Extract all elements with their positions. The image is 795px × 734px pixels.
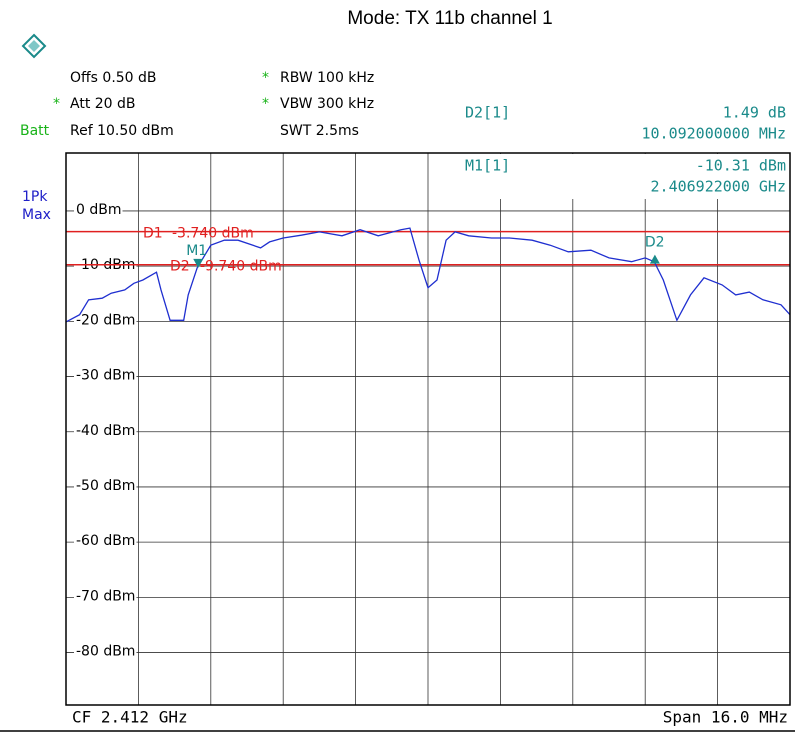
y-tick-label: -60 dBm <box>76 533 135 549</box>
plot-border <box>65 152 791 706</box>
offset: Offs 0.50 dB <box>70 70 157 86</box>
readout-value: -10.31 dBm <box>696 157 786 175</box>
y-tick-bg <box>74 201 123 218</box>
readout-name: M1[1] <box>465 157 510 175</box>
marker-label: M1 <box>186 243 207 259</box>
y-tick-label: 0 dBm <box>76 202 122 218</box>
logo <box>21 33 47 59</box>
readout-value: 1.49 dB <box>723 104 786 122</box>
y-tick-label: -20 dBm <box>76 312 135 328</box>
rbw-flag: * <box>262 70 269 86</box>
display-line-name: D1 <box>143 226 163 242</box>
span: Span 16.0 MHz <box>663 708 788 727</box>
y-tick-label: -30 dBm <box>76 368 135 384</box>
detector: 1Pk <box>22 189 48 205</box>
display-line-label: -9.740 dBm <box>200 259 282 275</box>
detector: Max <box>22 207 51 223</box>
y-tick-label: -50 dBm <box>76 478 135 494</box>
readout-name: D2[1] <box>465 104 510 122</box>
y-tick-label: -70 dBm <box>76 588 135 604</box>
y-tick-label: -80 dBm <box>76 644 135 660</box>
readout-freq: 2.406922000 GHz <box>651 178 786 196</box>
vbw-flag: * <box>262 96 269 112</box>
y-tick-bg <box>74 422 137 439</box>
title: Mode: TX 11b channel 1 <box>347 8 552 29</box>
y-tick-bg <box>74 477 137 494</box>
y-tick-bg <box>74 588 137 605</box>
y-tick-bg <box>74 312 137 329</box>
ref-level: Ref 10.50 dBm <box>70 123 174 139</box>
display-line-label: -3.740 dBm <box>172 226 254 242</box>
marker <box>193 258 204 268</box>
vbw: VBW 300 kHz <box>280 96 374 112</box>
readout-freq: 10.092000000 MHz <box>642 125 787 143</box>
readout-panel <box>455 154 789 199</box>
rbw: RBW 100 kHz <box>280 70 374 86</box>
sweep-time: SWT 2.5ms <box>280 123 359 139</box>
attenuation: Att 20 dB <box>70 96 136 112</box>
y-tick-bg <box>74 643 137 660</box>
y-tick-bg <box>74 533 137 550</box>
display-line-name: D2 <box>170 259 190 275</box>
y-tick-bg <box>74 367 137 384</box>
battery: Batt <box>20 123 50 139</box>
marker <box>649 254 660 264</box>
att-flag: * <box>53 96 60 112</box>
marker-label: D2 <box>645 235 665 251</box>
trace <box>65 227 791 323</box>
y-tick-label: -40 dBm <box>76 423 135 439</box>
center-frequency: CF 2.412 GHz <box>72 708 188 727</box>
